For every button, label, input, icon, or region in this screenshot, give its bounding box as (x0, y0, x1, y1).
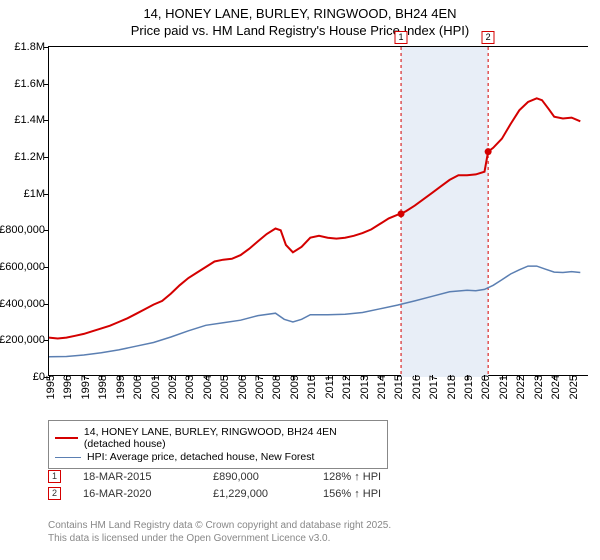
event-marker: 2 (48, 487, 61, 500)
event-marker: 1 (48, 470, 61, 483)
title-block: 14, HONEY LANE, BURLEY, RINGWOOD, BH24 4… (0, 0, 600, 40)
footer-line: This data is licensed under the Open Gov… (48, 533, 391, 546)
legend-swatch (55, 437, 78, 439)
event-pct: 156% ↑ HPI (323, 488, 433, 500)
footer-line: Contains HM Land Registry data © Crown c… (48, 520, 391, 533)
event-price: £1,229,000 (213, 488, 323, 500)
marker-2: 2 (482, 31, 495, 44)
y-axis-label: £800,000 (0, 224, 49, 236)
y-axis-label: £600,000 (0, 261, 49, 273)
legend-label: 14, HONEY LANE, BURLEY, RINGWOOD, BH24 4… (84, 426, 381, 450)
event-date: 16-MAR-2020 (83, 488, 213, 500)
marker-1: 1 (395, 31, 408, 44)
legend-label: HPI: Average price, detached house, New … (87, 451, 314, 463)
event-row: 2 16-MAR-2020£1,229,000156% ↑ HPI (48, 487, 433, 500)
legend-swatch (55, 457, 81, 458)
legend: 14, HONEY LANE, BURLEY, RINGWOOD, BH24 4… (48, 420, 388, 469)
chart-subtitle: Price paid vs. HM Land Registry's House … (0, 23, 600, 38)
event-pct: 128% ↑ HPI (323, 471, 433, 483)
event-row: 1 18-MAR-2015£890,000128% ↑ HPI (48, 470, 433, 483)
chart-title: 14, HONEY LANE, BURLEY, RINGWOOD, BH24 4… (0, 6, 600, 21)
event-date: 18-MAR-2015 (83, 471, 213, 483)
legend-item: 14, HONEY LANE, BURLEY, RINGWOOD, BH24 4… (55, 426, 381, 450)
legend-item: HPI: Average price, detached house, New … (55, 451, 381, 463)
y-axis-label: £200,000 (0, 334, 49, 346)
footer-note: Contains HM Land Registry data © Crown c… (48, 520, 391, 545)
event-table: 1 18-MAR-2015£890,000128% ↑ HPI 2 16-MAR-20… (48, 466, 433, 504)
chart-container: 14, HONEY LANE, BURLEY, RINGWOOD, BH24 4… (0, 0, 600, 560)
chart-svg (49, 47, 588, 375)
event-price: £890,000 (213, 471, 323, 483)
plot-area: £0£200,000£400,000£600,000£800,000£1M£1.… (48, 46, 588, 376)
y-axis-label: £400,000 (0, 298, 49, 310)
